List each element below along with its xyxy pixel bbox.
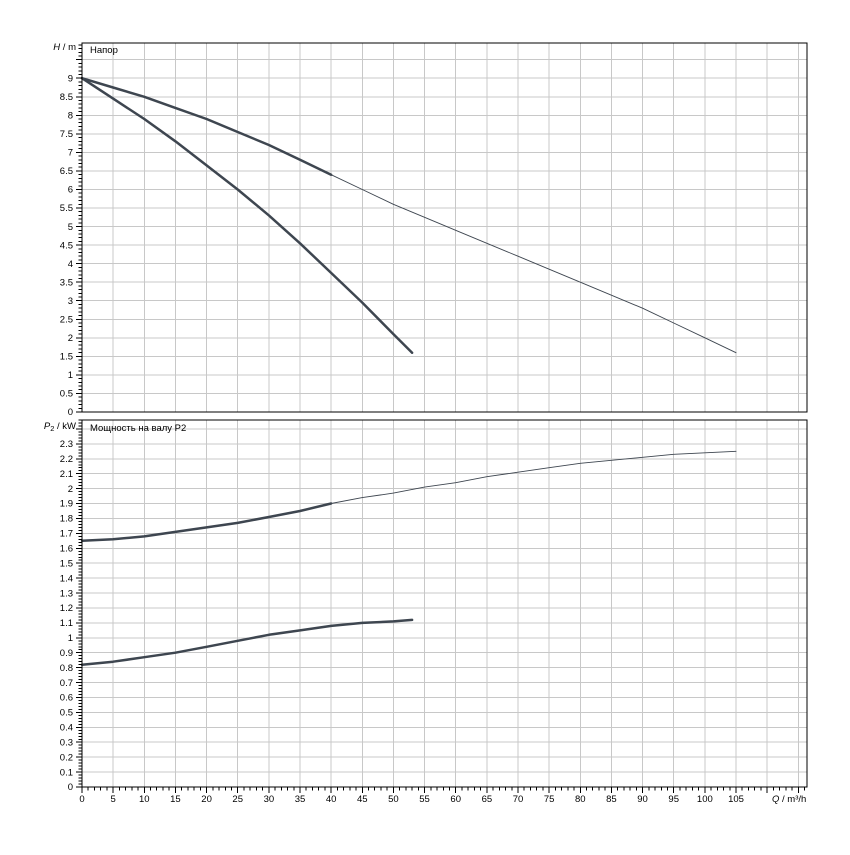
svg-text:45: 45: [357, 794, 368, 805]
svg-text:0: 0: [68, 407, 73, 418]
svg-text:50: 50: [388, 794, 399, 805]
svg-text:0.3: 0.3: [60, 737, 73, 748]
svg-text:1: 1: [68, 633, 73, 644]
svg-text:10: 10: [139, 794, 150, 805]
svg-text:1.3: 1.3: [60, 588, 73, 599]
svg-text:2.1: 2.1: [60, 469, 73, 480]
svg-text:0.5: 0.5: [60, 708, 73, 719]
head-plot-border: [81, 42, 808, 413]
svg-text:95: 95: [668, 794, 679, 805]
svg-text:5: 5: [68, 222, 73, 233]
head-chart-layer: 0 0.5 1 1.5 2 2.5 3 3.5 4 4.5 5 5.5 6 6.5 7 7.5 8 8.5 9: [60, 42, 808, 418]
svg-text:3.5: 3.5: [60, 277, 73, 288]
svg-text:1.2: 1.2: [60, 603, 73, 614]
svg-text:9: 9: [68, 73, 73, 84]
svg-text:1.6: 1.6: [60, 544, 73, 555]
svg-text:90: 90: [637, 794, 648, 805]
power-curves: [80, 450, 737, 666]
head-gridlines: [82, 43, 807, 412]
power-x-axis: [81, 787, 806, 793]
svg-text:6: 6: [68, 185, 73, 196]
svg-text:1.5: 1.5: [60, 352, 73, 363]
svg-text:2.3: 2.3: [60, 439, 73, 450]
svg-text:0.7: 0.7: [60, 678, 73, 689]
svg-text:25: 25: [232, 794, 243, 805]
power-curve-short-thick: [80, 618, 414, 666]
svg-text:7.5: 7.5: [60, 129, 73, 140]
svg-text:1.4: 1.4: [60, 573, 73, 584]
svg-text:8: 8: [68, 111, 73, 122]
svg-text:6.5: 6.5: [60, 166, 73, 177]
svg-text:0.8: 0.8: [60, 663, 73, 674]
svg-text:0.9: 0.9: [60, 648, 73, 659]
svg-text:105: 105: [728, 794, 744, 805]
svg-text:2: 2: [68, 333, 73, 344]
svg-text:0.6: 0.6: [60, 693, 73, 704]
svg-text:80: 80: [575, 794, 586, 805]
svg-text:1.7: 1.7: [60, 529, 73, 540]
head-y-tick-labels: 0 0.5 1 1.5 2 2.5 3 3.5 4 4.5 5 5.5 6 6.5 7 7.5 8 8.5 9: [60, 73, 73, 418]
power-y-tick-labels: 0 0.1 0.2 0.3 0.4 0.5 0.6 0.7 0.8 0.9 1 1.1 1.2 1.3 1.…: [60, 439, 73, 793]
svg-text:100: 100: [697, 794, 713, 805]
svg-text:8.5: 8.5: [60, 92, 73, 103]
head-chart-title: Напор: [90, 45, 118, 56]
svg-text:0.1: 0.1: [60, 767, 73, 778]
power-curve-long-thin: [330, 450, 737, 504]
head-y-axis-label: H / m: [53, 42, 76, 53]
power-y-axis-label: P2 / kW: [44, 421, 76, 433]
power-gridlines: [82, 420, 807, 787]
svg-text:5: 5: [110, 794, 115, 805]
svg-text:0: 0: [68, 782, 73, 793]
svg-text:0.4: 0.4: [60, 723, 73, 734]
head-y-axis: [76, 44, 82, 413]
head-curve-long-thick: [80, 76, 333, 176]
svg-text:4: 4: [68, 259, 73, 270]
svg-text:1.8: 1.8: [60, 514, 73, 525]
svg-text:1.1: 1.1: [60, 618, 73, 629]
svg-text:2: 2: [68, 484, 73, 495]
power-curve-long-thick: [80, 502, 333, 543]
head-curve-long-thin: [330, 174, 737, 354]
svg-text:1.9: 1.9: [60, 499, 73, 510]
svg-text:3: 3: [68, 296, 73, 307]
svg-text:4.5: 4.5: [60, 240, 73, 251]
head-curve-short-thick: [80, 76, 414, 354]
svg-text:85: 85: [606, 794, 617, 805]
svg-text:2.5: 2.5: [60, 314, 73, 325]
power-plot-border: [81, 419, 808, 788]
svg-text:1: 1: [68, 370, 73, 381]
svg-text:40: 40: [326, 794, 337, 805]
svg-text:0.2: 0.2: [60, 752, 73, 763]
svg-text:5.5: 5.5: [60, 203, 73, 214]
svg-text:65: 65: [482, 794, 493, 805]
power-x-tick-labels: 0 5 10 15 20 25 30 35 40 45 50 55 60 65 70 75 80 85 90 95 10…: [79, 794, 744, 805]
svg-text:60: 60: [450, 794, 461, 805]
x-axis-label: Q / m³/h: [772, 794, 806, 805]
power-chart-layer: 0 0.1 0.2 0.3 0.4 0.5 0.6 0.7 0.8 0.9 1 1.1 1.2 1.3 1.…: [60, 419, 808, 805]
svg-text:20: 20: [201, 794, 212, 805]
svg-text:0: 0: [79, 794, 84, 805]
svg-text:75: 75: [544, 794, 555, 805]
svg-text:30: 30: [264, 794, 275, 805]
svg-text:70: 70: [513, 794, 524, 805]
svg-text:0.5: 0.5: [60, 389, 73, 400]
head-curves: [80, 76, 737, 354]
svg-text:2.2: 2.2: [60, 454, 73, 465]
power-chart-title: Мощность на валу P2: [90, 423, 186, 434]
svg-text:55: 55: [419, 794, 430, 805]
svg-text:1.5: 1.5: [60, 558, 73, 569]
svg-text:15: 15: [170, 794, 181, 805]
power-y-axis: [76, 419, 82, 788]
svg-text:35: 35: [295, 794, 306, 805]
svg-text:7: 7: [68, 148, 73, 159]
